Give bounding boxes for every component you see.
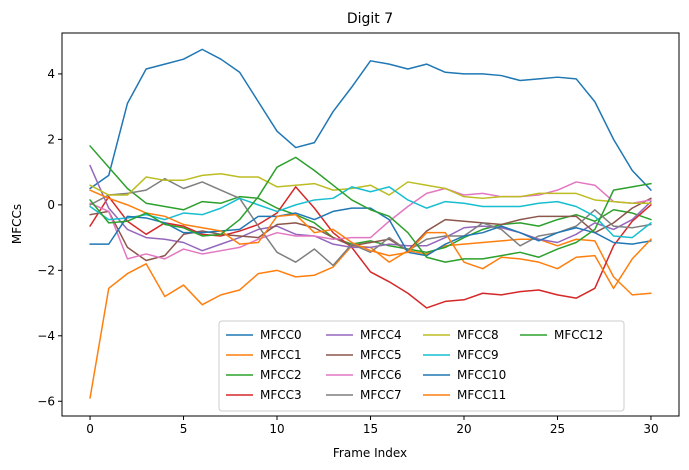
x-tick-label: 5 [180, 422, 188, 436]
legend-label-mfcc2: MFCC2 [260, 368, 302, 382]
series-line-mfcc0 [89, 48, 652, 191]
x-tick-label: 0 [86, 422, 94, 436]
y-tick-label: −4 [37, 329, 55, 343]
chart-title: Digit 7 [347, 11, 393, 27]
legend-label-mfcc10: MFCC10 [457, 368, 506, 382]
series-line-mfcc3 [89, 186, 652, 309]
legend-label-mfcc12: MFCC12 [554, 328, 603, 342]
series-line-mfcc10 [89, 207, 652, 257]
legend-label-mfcc0: MFCC0 [260, 328, 302, 342]
legend-label-mfcc6: MFCC6 [360, 368, 402, 382]
x-tick-label: 30 [643, 422, 658, 436]
series-line-mfcc8 [89, 173, 652, 204]
plot-area [61, 32, 680, 417]
legend-label-mfcc3: MFCC3 [260, 388, 302, 402]
x-tick-label: 25 [550, 422, 565, 436]
y-tick-label: −6 [37, 394, 55, 408]
legend-box [218, 320, 625, 412]
series-line-mfcc11 [89, 189, 652, 290]
legend: MFCC0 MFCC1 MFCC2 MFCC3 MFCC4 MFCC5 MFCC6 MFCC7… [218, 320, 625, 412]
legend-label-mfcc7: MFCC7 [360, 388, 402, 402]
series-line-mfcc12 [89, 156, 652, 263]
legend-label-mfcc11: MFCC11 [457, 388, 506, 402]
legend-label-mfcc5: MFCC5 [360, 348, 402, 362]
x-tick-label: 10 [269, 422, 284, 436]
y-tick-label: 0 [47, 198, 55, 212]
legend-label-mfcc4: MFCC4 [360, 328, 402, 342]
x-axis-label: Frame Index [333, 446, 407, 460]
legend-label-mfcc1: MFCC1 [260, 348, 302, 362]
legend-label-mfcc8: MFCC8 [457, 328, 499, 342]
series-line-mfcc4 [89, 164, 652, 252]
y-tick-label: 4 [47, 67, 55, 81]
y-tick-label: 2 [47, 132, 55, 146]
y-tick-label: −2 [37, 263, 55, 277]
x-tick-label: 15 [363, 422, 378, 436]
x-axis: 0 5 10 15 20 25 30 [86, 416, 659, 436]
series-line-mfcc2 [89, 145, 652, 254]
series-line-mfcc6 [89, 181, 652, 260]
legend-label-mfcc9: MFCC9 [457, 348, 499, 362]
series-line-mfcc5 [89, 197, 652, 262]
series-line-mfcc9 [89, 186, 652, 239]
y-axis-label: MFCCs [10, 204, 24, 244]
y-axis: −6 −4 −2 0 2 4 [37, 67, 62, 408]
series-lines [89, 48, 652, 399]
x-tick-label: 20 [456, 422, 471, 436]
